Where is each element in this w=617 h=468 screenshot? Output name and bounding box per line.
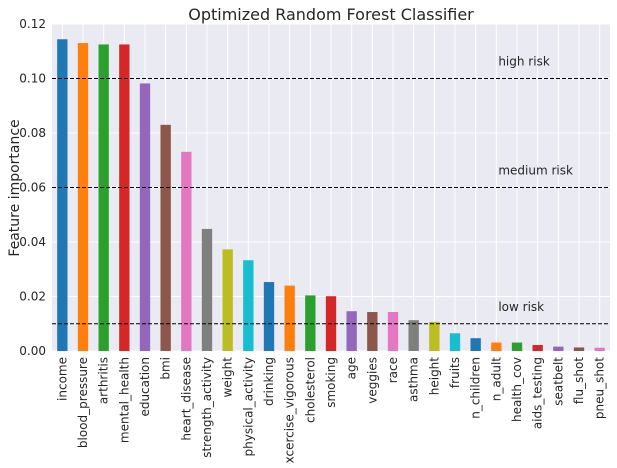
y-tick-label: 0.12	[19, 17, 46, 31]
y-tick-label: 0.08	[19, 126, 46, 140]
y-tick-label: 0.02	[19, 290, 46, 304]
bar-race	[387, 312, 399, 351]
x-tick-label: seatbelt	[551, 357, 565, 406]
bars	[57, 39, 605, 351]
x-tick-label: blood_pressure	[76, 357, 90, 448]
threshold-label: medium risk	[498, 164, 573, 178]
x-tick-label: physical_activity	[241, 357, 255, 456]
y-tick-label: 0.06	[19, 181, 46, 195]
y-axis-label: Feature importance	[7, 119, 23, 256]
bar-excercise-vigorous	[284, 285, 295, 351]
x-tick-label: health_cov	[510, 357, 524, 422]
x-axis-ticks: income blood_pressure arthritis mental_heal…	[55, 357, 607, 468]
x-tick-label: age	[345, 357, 359, 379]
x-tick-label: smoking	[324, 357, 338, 408]
x-tick-label: mental_health	[117, 357, 131, 443]
bar-strength-activity	[201, 228, 213, 351]
bar-fruits	[449, 333, 461, 351]
chart-title: Optimized Random Forest Classifier	[188, 5, 474, 24]
bar-height	[429, 321, 440, 351]
bar-heart-disease	[181, 151, 192, 351]
x-tick-label: aids_testing	[531, 357, 545, 429]
x-tick-label: education	[138, 357, 152, 417]
x-tick-label: height	[427, 357, 441, 396]
bar-arthritis	[98, 44, 109, 351]
x-tick-label: asthma	[407, 357, 421, 402]
bar-drinking	[263, 282, 275, 351]
bar-blood-pressure	[77, 43, 89, 351]
bar-n-children	[470, 338, 481, 351]
bar-mental-health	[119, 44, 130, 351]
x-tick-label: pneu_shot	[593, 357, 607, 419]
bar-n-adult	[491, 342, 502, 351]
x-tick-label: strength_activity	[200, 357, 214, 458]
x-tick-label: n_children	[469, 357, 483, 419]
bar-weight	[222, 249, 233, 351]
y-tick-label: 0.10	[19, 72, 46, 86]
bar-asthma	[408, 320, 419, 351]
x-tick-label: n_adult	[489, 357, 503, 402]
bar-physical-activity	[243, 260, 254, 351]
x-tick-label: cholesterol	[303, 357, 317, 423]
bar-education	[139, 83, 151, 351]
x-tick-label: income	[55, 357, 69, 401]
y-tick-label: 0.00	[19, 344, 46, 358]
bar-flu-shot	[573, 347, 585, 351]
y-axis-ticks: 0.00 0.02 0.04 0.06 0.08 0.10 0.12	[19, 17, 46, 358]
x-tick-label: veggies	[365, 357, 379, 404]
x-tick-label: flu_shot	[572, 357, 586, 404]
y-tick-label: 0.04	[19, 235, 46, 249]
threshold-label: low risk	[498, 300, 544, 314]
x-tick-label: fruits	[448, 357, 462, 388]
bar-income	[57, 39, 68, 351]
risk-thresholds: high risk medium risk low risk	[52, 55, 610, 325]
x-tick-label: bmi	[159, 357, 173, 380]
bar-health-cov	[511, 342, 523, 351]
bar-pneu-shot	[594, 347, 605, 351]
x-tick-label: weight	[221, 357, 235, 398]
x-tick-label: race	[386, 357, 400, 383]
x-tick-label: excercise_vigorous	[283, 357, 297, 464]
bar-age	[346, 311, 357, 351]
bar-bmi	[160, 124, 171, 351]
bar-aids-testing	[532, 345, 543, 351]
x-tick-label: heart_disease	[179, 357, 193, 441]
x-tick-label: arthritis	[97, 357, 111, 404]
bar-seatbelt	[553, 346, 564, 351]
threshold-label: high risk	[498, 55, 549, 69]
x-tick-label: drinking	[262, 357, 276, 406]
bar-cholesterol	[305, 295, 316, 351]
bar-veggies	[367, 312, 378, 351]
